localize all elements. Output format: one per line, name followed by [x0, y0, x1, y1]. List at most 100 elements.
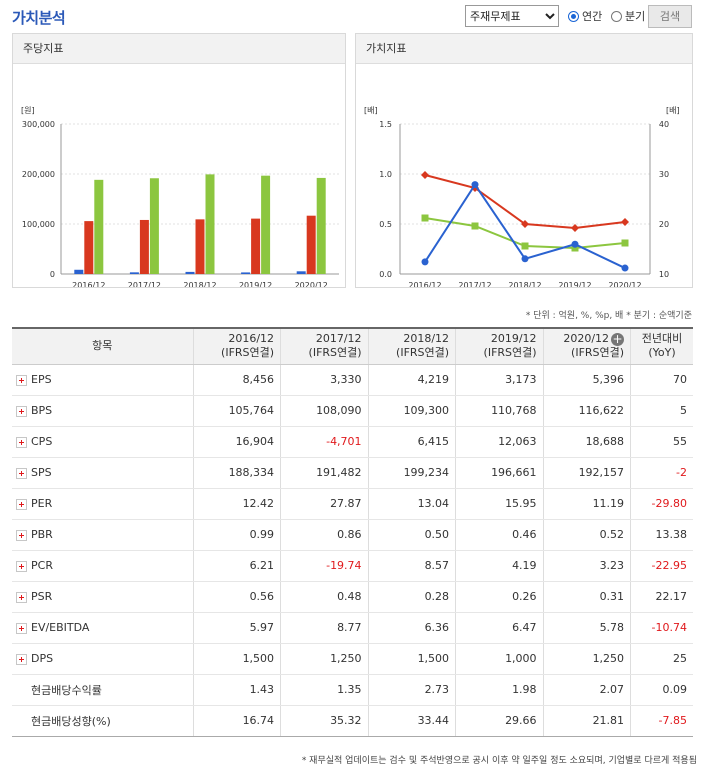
row-label-cell[interactable]: PER — [12, 488, 194, 520]
expand-plus-icon[interactable] — [16, 653, 27, 665]
data-point — [521, 242, 529, 250]
data-point — [571, 224, 579, 232]
bar-eps — [129, 272, 139, 274]
row-label-cell[interactable]: DPS — [12, 643, 194, 675]
table-cell: 4.19 — [455, 550, 544, 582]
row-label-cell[interactable]: PBR — [12, 519, 194, 551]
column-header: 2020/12 + (IFRS연결) — [542, 327, 631, 365]
column-header-item: 항목 — [12, 327, 194, 365]
table-cell: 0.31 — [542, 581, 631, 613]
table-cell: 5.78 — [542, 612, 631, 644]
x-tick-label: 2017/12 — [128, 281, 161, 287]
y-tick-label: 0 — [50, 270, 55, 279]
row-label: CPS — [31, 435, 53, 448]
data-point — [521, 255, 529, 263]
expand-plus-icon[interactable] — [16, 405, 27, 417]
y-axis-right-label: [배] — [666, 106, 680, 115]
column-header: 2017/12 (IFRS연결) — [280, 327, 369, 365]
column-header-label: 2017/12 — [315, 332, 362, 346]
table-cell: 6,415 — [367, 426, 456, 458]
table-cell: 0.52 — [542, 519, 631, 551]
x-tick-label: 2020/12 — [295, 281, 328, 287]
page-title: 가치분석 — [12, 9, 66, 27]
table-cell: 0.26 — [455, 581, 544, 613]
table-cell: 109,300 — [367, 395, 456, 427]
expand-plus-icon[interactable] — [16, 560, 27, 572]
table-cell: 35.32 — [280, 705, 369, 737]
row-label-cell[interactable]: BPS — [12, 395, 194, 427]
table-row: PCR 6.21 -19.74 8.57 4.19 3.23 -22.95 — [12, 550, 693, 582]
bar-sps — [205, 174, 215, 274]
column-header-sublabel: (YoY) — [648, 346, 676, 360]
radio-dot-checked[interactable] — [568, 10, 579, 22]
row-label: PSR — [31, 590, 53, 603]
value-line-chart: [배] [배] 0.0 10 0.5 20 1.0 30 1.5 40 2016/12 2017/12… — [364, 106, 680, 287]
expand-plus-icon[interactable] — [16, 591, 27, 603]
column-header-label: 2016/12 — [228, 332, 275, 346]
y-axis-label: [원] — [21, 106, 35, 115]
row-label: PBR — [31, 528, 53, 541]
column-header-label: 전년대비 — [641, 332, 683, 346]
row-label-cell[interactable]: SPS — [12, 457, 194, 489]
table-cell: 188,334 — [192, 457, 281, 489]
expand-plus-icon[interactable] — [16, 529, 27, 541]
table-cell: 25 — [630, 643, 693, 675]
x-tick-label: 2016/12 — [408, 281, 441, 287]
table-cell: 105,764 — [192, 395, 281, 427]
x-tick-label: 2016/12 — [72, 281, 105, 287]
table-row: CPS 16,904 -4,701 6,415 12,063 18,688 55 — [12, 426, 693, 458]
table-cell: 0.09 — [630, 674, 693, 706]
table-cell: 0.56 — [192, 581, 281, 613]
row-label-cell[interactable]: PCR — [12, 550, 194, 582]
add-column-icon[interactable]: + — [611, 331, 625, 346]
table-cell: 0.86 — [280, 519, 369, 551]
expand-plus-icon[interactable] — [16, 622, 27, 634]
table-row: DPS 1,500 1,250 1,500 1,000 1,250 25 — [12, 643, 693, 675]
table-cell: 70 — [630, 364, 693, 396]
table-cell: 2.07 — [542, 674, 631, 706]
statement-type-select[interactable]: 주재무제표 — [465, 5, 559, 27]
row-label-cell[interactable]: EPS — [12, 364, 194, 396]
data-point — [471, 222, 479, 230]
table-cell: 0.48 — [280, 581, 369, 613]
column-header-label: 2019/12 — [490, 332, 537, 346]
column-header-label: 2018/12 — [403, 332, 450, 346]
radio-annual[interactable]: 연간 — [568, 8, 602, 24]
y-tick-right-label: 40 — [659, 120, 669, 129]
column-header: 2019/12 (IFRS연결) — [455, 327, 544, 365]
expand-plus-icon[interactable] — [16, 467, 27, 479]
bar-eps — [185, 271, 195, 274]
row-label-cell[interactable]: CPS — [12, 426, 194, 458]
row-label-cell[interactable]: PSR — [12, 581, 194, 613]
table-row: PER 12.42 27.87 13.04 15.95 11.19 -29.80 — [12, 488, 693, 520]
table-cell: 8.77 — [280, 612, 369, 644]
unit-note: * 단위 : 억원, %, %p, 배 * 분기 : 순액기준 — [525, 311, 692, 321]
table-cell: 6.36 — [367, 612, 456, 644]
x-tick-label: 2017/12 — [458, 281, 491, 287]
column-header: 2018/12 (IFRS연결) — [367, 327, 456, 365]
search-button[interactable]: 검색 — [648, 5, 692, 28]
bar-sps — [316, 177, 326, 274]
y-tick-right-label: 20 — [659, 220, 669, 229]
radio-dot[interactable] — [611, 10, 622, 22]
radio-quarter[interactable]: 분기 — [611, 8, 645, 24]
table-cell: 13.38 — [630, 519, 693, 551]
data-point — [621, 239, 629, 247]
table-cell: 5.97 — [192, 612, 281, 644]
value-table: 항목 2016/12 (IFRS연결) 2017/12 (IFRS연결) 2018/12(… — [12, 327, 693, 737]
table-cell: 29.66 — [455, 705, 544, 737]
table-cell: 18,688 — [542, 426, 631, 458]
expand-plus-icon[interactable] — [16, 374, 27, 386]
expand-plus-icon[interactable] — [16, 498, 27, 510]
table-cell: 3,173 — [455, 364, 544, 396]
table-row: 현금배당수익률 1.43 1.35 2.73 1.98 2.07 0.09 — [12, 674, 693, 706]
table-cell: 1,500 — [192, 643, 281, 675]
table-cell: 0.28 — [367, 581, 456, 613]
row-label-cell[interactable]: EV/EBITDA — [12, 612, 194, 644]
table-cell: 0.46 — [455, 519, 544, 551]
column-header: 전년대비 (YoY) — [630, 327, 693, 365]
bar-eps — [296, 271, 306, 274]
row-label: PER — [31, 497, 53, 510]
expand-plus-icon[interactable] — [16, 436, 27, 448]
column-header-sublabel: (IFRS연결) — [221, 346, 275, 360]
